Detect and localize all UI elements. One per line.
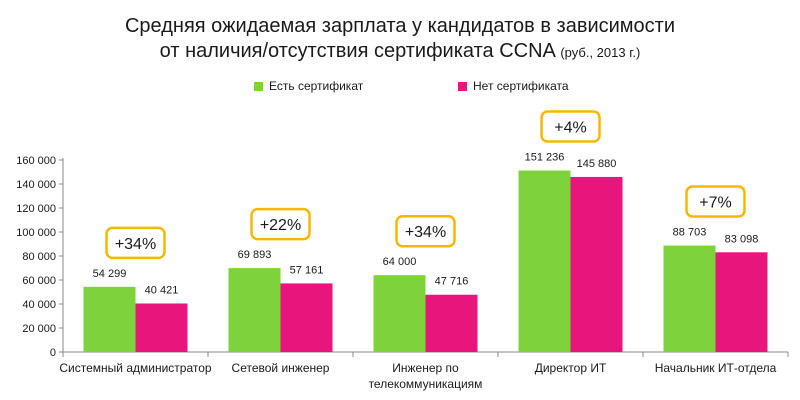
y-tick-label: 100 000 bbox=[16, 227, 56, 239]
increase-badge bbox=[105, 226, 166, 260]
legend-item-without-cert: Нет сертификата bbox=[458, 79, 569, 93]
bar-with-cert bbox=[518, 170, 571, 352]
value-label-with-cert: 54 299 bbox=[93, 268, 127, 280]
chart-title-line-1: Средняя ожидаемая зарплата у кандидатов … bbox=[124, 15, 676, 37]
value-label-without-cert: 57 161 bbox=[290, 264, 324, 276]
y-tick-label: 40 000 bbox=[22, 299, 56, 311]
legend-item-with-cert: Есть сертификат bbox=[254, 79, 363, 93]
increase-badge bbox=[685, 185, 746, 218]
bar-with-cert bbox=[83, 286, 136, 352]
bar-with-cert bbox=[373, 275, 426, 352]
y-tick-label: 0 bbox=[50, 347, 56, 359]
y-tick-label: 140 000 bbox=[16, 179, 56, 191]
bar-without-cert bbox=[570, 176, 623, 352]
y-tick-label: 60 000 bbox=[22, 275, 56, 287]
increase-badge-label: +22% bbox=[260, 217, 301, 234]
value-label-with-cert: 88 703 bbox=[673, 227, 707, 239]
legend: Есть сертификат Нет сертификата bbox=[0, 79, 800, 95]
category-label: Директор ИТ bbox=[535, 361, 607, 375]
y-tick-label: 120 000 bbox=[16, 203, 56, 215]
legend-label-without-cert: Нет сертификата bbox=[473, 79, 569, 93]
increase-badge-label: +4% bbox=[554, 120, 586, 137]
chart-title: Средняя ожидаемая зарплата у кандидатов … bbox=[0, 14, 800, 65]
value-label-without-cert: 83 098 bbox=[725, 233, 759, 245]
value-label-without-cert: 40 421 bbox=[145, 284, 179, 296]
chart-title-main: от наличия/отсутствия сертификата CCNA bbox=[159, 40, 555, 62]
chart-title-line-2: от наличия/отсутствия сертификата CCNA (… bbox=[0, 39, 800, 65]
y-tick-label: 20 000 bbox=[22, 323, 56, 335]
bar-without-cert bbox=[425, 294, 478, 352]
category-label: Инженер по bbox=[392, 361, 459, 375]
value-label-with-cert: 151 236 bbox=[525, 152, 565, 164]
category-label: Сетевой инженер bbox=[232, 361, 330, 375]
value-label-with-cert: 69 893 bbox=[238, 249, 272, 261]
y-tick-label: 160 000 bbox=[16, 155, 56, 167]
bar-without-cert bbox=[135, 303, 188, 352]
increase-badge-label: +34% bbox=[115, 236, 156, 253]
bar-without-cert bbox=[280, 283, 333, 352]
category-label: Системный администратор bbox=[59, 361, 212, 375]
legend-swatch-without-cert bbox=[458, 81, 467, 91]
value-label-without-cert: 145 880 bbox=[577, 158, 617, 170]
increase-badge bbox=[250, 207, 311, 241]
increase-badge bbox=[395, 214, 456, 248]
bar-without-cert bbox=[715, 252, 768, 352]
y-tick-label: 80 000 bbox=[22, 251, 56, 263]
value-label-with-cert: 64 000 bbox=[383, 256, 417, 268]
category-label: Начальник ИТ-отдела bbox=[655, 361, 777, 375]
increase-badge-label: +34% bbox=[405, 224, 446, 241]
chart-title-note: (руб., 2013 г.) bbox=[560, 45, 641, 60]
bar-with-cert bbox=[228, 268, 281, 352]
increase-badge-label: +7% bbox=[699, 195, 731, 212]
increase-badge bbox=[540, 110, 601, 143]
legend-swatch-with-cert bbox=[254, 81, 263, 91]
legend-label-with-cert: Есть сертификат bbox=[269, 79, 364, 93]
bar-with-cert bbox=[663, 245, 716, 352]
value-label-without-cert: 47 716 bbox=[435, 276, 469, 288]
category-label: телекоммуникациям bbox=[369, 377, 483, 391]
